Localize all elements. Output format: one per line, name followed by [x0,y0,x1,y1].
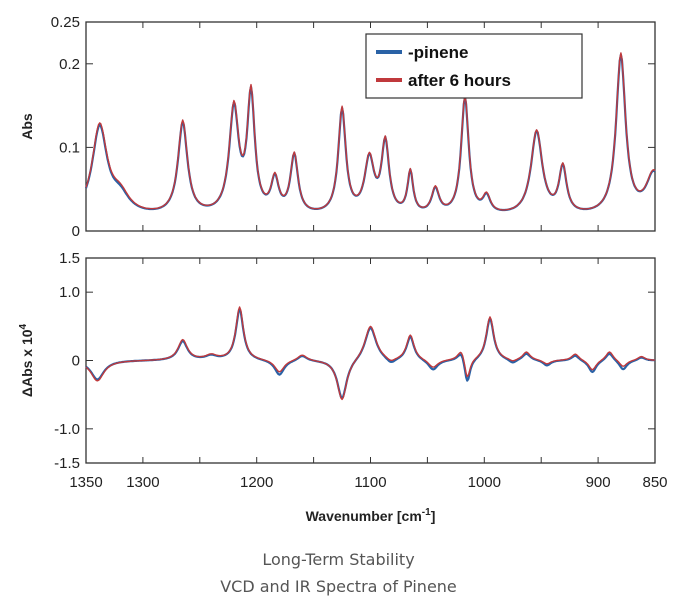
y-axis-title: Abs [19,113,35,140]
y-tick-label: 0.25 [51,14,80,31]
ir-absorbance-panel: 0.25 0.2 0.1 0 Abs -pinene after 6 hours [19,14,656,240]
plot-frame [85,257,656,464]
series-line-pinene [85,308,656,400]
x-tick-label: 850 [642,474,667,491]
series-line-after-6-hours [85,306,655,401]
x-tick-label: 1100 [354,474,386,491]
y-tick-label: 1.5 [59,250,80,267]
legend-label: after 6 hours [408,71,511,90]
caption-subtitle: VCD and IR Spectra of Pinene [220,577,457,596]
legend-box [365,33,583,99]
x-tick-label: 1350 [69,474,102,491]
caption-title: Long-Term Stability [262,550,415,569]
x-axis-title: Wavenumber [cm-1] [306,507,436,524]
y-tick-label: -1.0 [54,421,80,438]
x-tick-label: 1000 [468,474,501,491]
y-tick-label: -1.5 [54,455,80,472]
vcd-difference-panel: 1.5 1.0 0 -1.0 -1.5 1350 1300 1200 1100 1000 900 85… [18,250,668,524]
y-tick-label: 0 [72,353,80,370]
y-tick-label: 0.2 [59,56,80,73]
legend-label: -pinene [408,43,468,62]
x-tick-label: 1200 [240,474,273,491]
x-tick-label: 900 [586,474,611,491]
y-tick-label: 1.0 [59,284,80,301]
y-axis-title: ΔAbs x 104 [18,323,35,397]
y-tick-label: 0 [72,223,80,240]
y-tick-label: 0.1 [59,139,80,156]
series-line-after-6-hours [85,52,656,211]
x-tick-label: 1300 [126,474,159,491]
